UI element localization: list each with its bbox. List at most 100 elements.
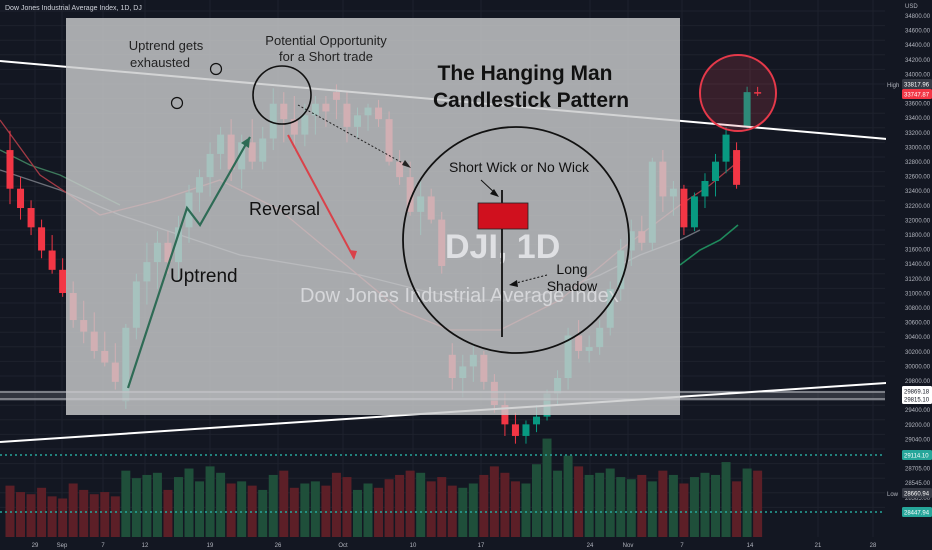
date-tick: 28 [870,543,877,549]
label-reversal: Reversal [249,199,320,219]
volume-bar [595,472,605,537]
candle[interactable] [48,235,56,274]
level2-value: 29815.10 [904,398,930,404]
volume-bar [384,479,394,537]
candle[interactable] [690,192,698,232]
label-long-shadow-2: Shadow [547,278,598,294]
volume-bar [79,489,89,537]
volume-bar [363,483,373,537]
candle-body [722,134,730,162]
price-tick: 29200.00 [905,423,931,429]
candle[interactable] [27,200,35,236]
price-tick: 32600.00 [905,175,931,181]
volume-bar [247,485,257,537]
marker-circle-1 [170,96,184,110]
date-tick: 29 [32,543,39,549]
price-tick: 34400.00 [905,43,931,49]
price-tick: 33200.00 [905,131,931,137]
uptrend-arrow-line [126,136,251,389]
high-value-bg [902,79,932,89]
volume-bar [300,483,310,537]
candle[interactable] [17,177,25,220]
candle[interactable] [511,412,519,444]
candle[interactable] [701,173,709,209]
low-value: 28660.94 [904,492,930,498]
price-tick: 30600.00 [905,321,931,327]
price-tick: 34000.00 [905,72,931,78]
low-tag: Low [887,492,899,498]
volume-bar [416,472,426,537]
candle[interactable] [722,126,730,174]
date-tick: 19 [207,543,214,549]
candle[interactable] [6,130,14,205]
volume-bar [637,474,647,537]
candle[interactable] [743,86,751,129]
label-uptrend-exhausted-1: Uptrend gets [129,38,204,53]
pattern-title-line2: Candlestick Pattern [433,89,629,112]
volume-bar [468,483,478,537]
price-tick: 28385.00 [905,496,931,502]
example-candle-circle [402,126,630,354]
volume-bar [647,481,657,537]
volume-bar [279,470,289,537]
date-tick: 10 [410,543,417,549]
volume-bar [563,455,573,537]
candle[interactable] [712,153,720,197]
candle[interactable] [733,142,741,189]
candle[interactable] [680,184,688,236]
pattern-title-line1: The Hanging Man [438,62,613,85]
volume-bar [68,483,78,537]
price-tick: 32000.00 [905,218,931,224]
date-tick: 21 [815,543,822,549]
watermark-name: Dow Jones Industrial Average Index [300,285,619,307]
candle-body [754,92,762,94]
volume-bar [732,481,742,537]
volume-bar [489,466,499,537]
candle-body [680,188,688,228]
example-candle-body [477,202,529,230]
volume-bar [679,483,689,537]
volume-bar [574,466,584,537]
dotted-level2-value: 28447.94 [904,511,930,517]
candle-body [27,208,35,228]
candle-body [511,424,519,436]
volume-bar [437,477,447,537]
pointer-dotted-line [297,104,409,167]
candle-body [690,196,698,228]
ma-green-line-right [679,224,739,266]
volume-bar [289,487,299,537]
volume-bar [689,477,699,537]
dotted-level2-value-bg [902,507,932,517]
date-tick: 14 [747,543,754,549]
overlay-background [66,18,680,415]
candle[interactable] [59,258,67,297]
price-tick: 31000.00 [905,291,931,297]
volume-bar [532,464,541,537]
price-tick: 33400.00 [905,116,931,122]
volume-bar [753,470,763,537]
last-value: 33747.87 [904,93,930,99]
candle[interactable] [754,86,762,96]
volume-bar [521,483,531,537]
price-tick: 30400.00 [905,335,931,341]
volume-bar [310,481,320,537]
candle[interactable] [522,420,530,444]
price-tick: 29400.00 [905,408,931,414]
price-tick: 29040.00 [905,437,931,443]
volume-bar [658,470,668,537]
candle-body [38,227,46,251]
price-tick: 32800.00 [905,160,931,166]
volume-bar [479,474,489,537]
candle[interactable] [38,219,46,259]
volume-bar [110,496,120,537]
highlight-circle [699,54,777,132]
volume-bar [226,483,236,537]
high-value: 33817.96 [904,83,930,89]
price-tick: 31200.00 [905,277,931,283]
date-tick: Nov [623,543,634,549]
price-tick: 34800.00 [905,14,931,20]
marker-circle-2 [209,62,223,76]
